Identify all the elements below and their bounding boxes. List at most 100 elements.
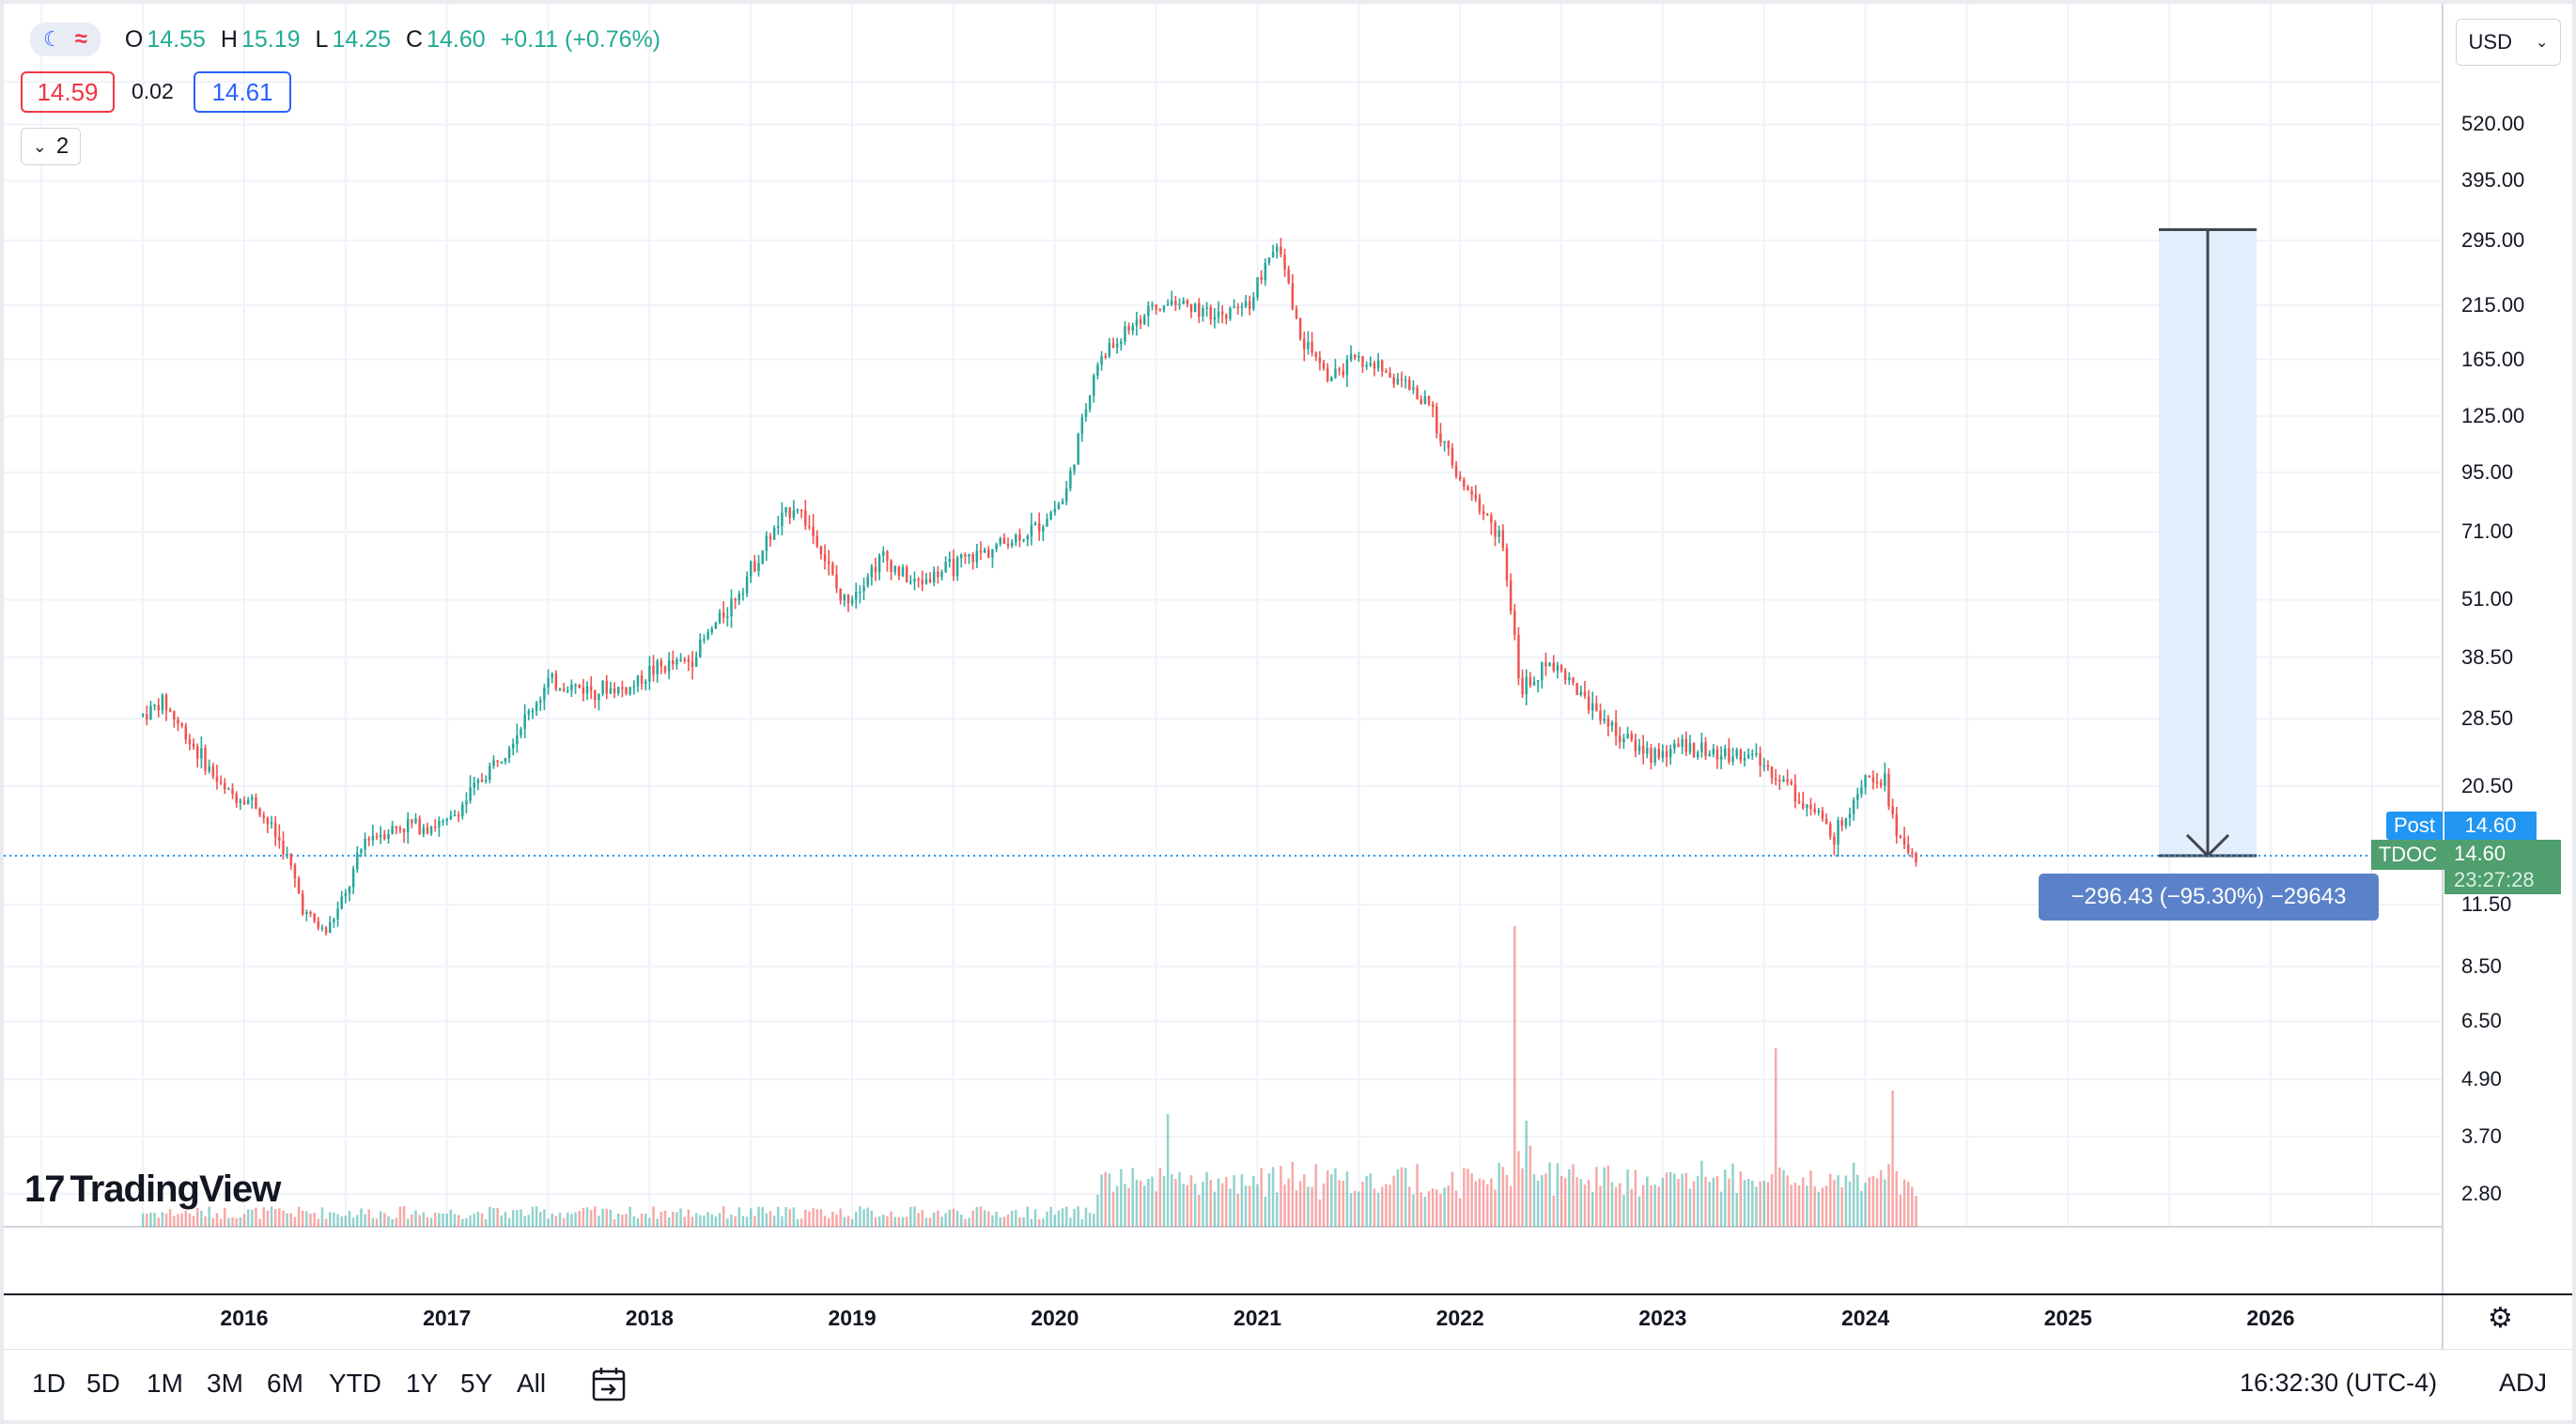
range-5d-button[interactable]: 5D [86,1369,120,1398]
volume-bar [227,1217,230,1227]
range-6m-button[interactable]: 6M [267,1369,303,1398]
candle-body [1096,364,1099,376]
volume-bar [1532,1174,1536,1227]
chart-canvas[interactable] [4,4,2572,1349]
volume-bar [1556,1163,1560,1227]
range-1m-button[interactable]: 1M [147,1369,183,1398]
range-1y-button[interactable]: 1Y [406,1369,439,1398]
candle-body [406,819,410,833]
volume-bar [839,1208,842,1227]
volume-bar [558,1213,562,1227]
volume-bar [905,1216,908,1227]
candle-body [1833,836,1836,845]
volume-bar [944,1213,947,1227]
candle-body [204,748,207,772]
volume-bar [1307,1186,1310,1227]
symbol-pill[interactable]: ☾ ≈ [30,23,101,56]
volume-bar [1291,1161,1295,1227]
candle-body [835,574,838,589]
volume-bar [375,1218,379,1227]
open-label: O [124,25,144,53]
candle-body [523,714,526,729]
candle-body [356,853,359,870]
volume-bar [1342,1181,1345,1227]
volume-bar [1879,1169,1883,1227]
range-1d-button[interactable]: 1D [32,1369,66,1398]
currency-select[interactable]: USD ⌄ [2456,19,2561,66]
range-5y-button[interactable]: 5Y [460,1369,493,1398]
volume-bar [527,1215,531,1227]
candle-body [1646,748,1649,754]
candle-body [859,591,861,594]
volume-bar [496,1207,499,1227]
candle-body [1420,399,1422,404]
candle-body [192,743,195,747]
candle-body [255,797,257,809]
volume-bar [628,1206,631,1227]
volume-bar [1015,1209,1017,1227]
volume-bar [656,1218,659,1227]
indicators-collapse-button[interactable]: ⌄ 2 [21,128,81,165]
volume-bar [1120,1169,1123,1227]
range-ytd-button[interactable]: YTD [329,1369,381,1398]
volume-bar [730,1215,733,1227]
candle-body [270,822,273,825]
candle-body [1033,523,1037,525]
volume-bar [242,1214,246,1227]
post-market-price: 14.60 [2444,812,2537,840]
candle-body [562,689,566,691]
candle-body [1389,372,1391,378]
candle-body [1657,749,1660,758]
volume-bar [324,1218,328,1227]
close-label: C [406,25,424,53]
volume-bar [683,1216,686,1227]
candle-body [1637,746,1641,751]
candle-body [168,710,172,712]
candle-body [1746,754,1750,759]
candle-body [1174,301,1177,305]
candle-body [757,563,760,571]
volume-bar [1260,1168,1263,1227]
volume-bar [1743,1180,1746,1227]
candle-body [1318,356,1322,364]
volume-bar [1837,1175,1839,1227]
clock-timezone[interactable]: 16:32:30 (UTC-4) [2240,1369,2438,1397]
volume-bar [955,1211,959,1227]
bid-price-button[interactable]: 14.59 [21,71,115,113]
volume-bar [161,1212,164,1227]
tradingview-logo[interactable]: 17 TradingView [24,1169,281,1211]
candle-body [594,690,597,701]
volume-bar [1158,1168,1162,1227]
candle-body [1166,304,1170,306]
candle-body [402,828,406,833]
candle-body [948,559,952,563]
candle-body [1252,297,1255,309]
volume-bar [1186,1184,1189,1227]
candle-body [917,579,920,580]
settings-gear-icon[interactable]: ⚙ [2488,1303,2513,1334]
range-all-button[interactable]: All [517,1369,547,1398]
candle-body [442,820,444,823]
volume-bar [621,1215,624,1227]
range-3m-button[interactable]: 3M [207,1369,243,1398]
volume-bar [1256,1184,1259,1227]
candle-body [679,658,682,661]
volume-bar [1770,1173,1774,1227]
candle-body [1135,319,1139,326]
volume-bar [457,1215,460,1227]
volume-bar [1899,1194,1902,1227]
volume-bar [344,1215,348,1227]
go-to-date-calendar-icon[interactable] [590,1365,629,1404]
candle-body [819,546,823,555]
candle-body [1115,343,1119,348]
ask-price-button[interactable]: 14.61 [194,71,291,113]
candle-body [1665,751,1668,758]
volume-bar [1610,1182,1614,1227]
volume-bar [1856,1174,1859,1227]
candle-body [1684,738,1688,752]
volume-bar [846,1215,850,1227]
candle-body [1708,753,1711,756]
volume-bar [995,1211,998,1227]
candle-body [1902,837,1906,844]
adjust-button[interactable]: ADJ [2499,1369,2548,1397]
